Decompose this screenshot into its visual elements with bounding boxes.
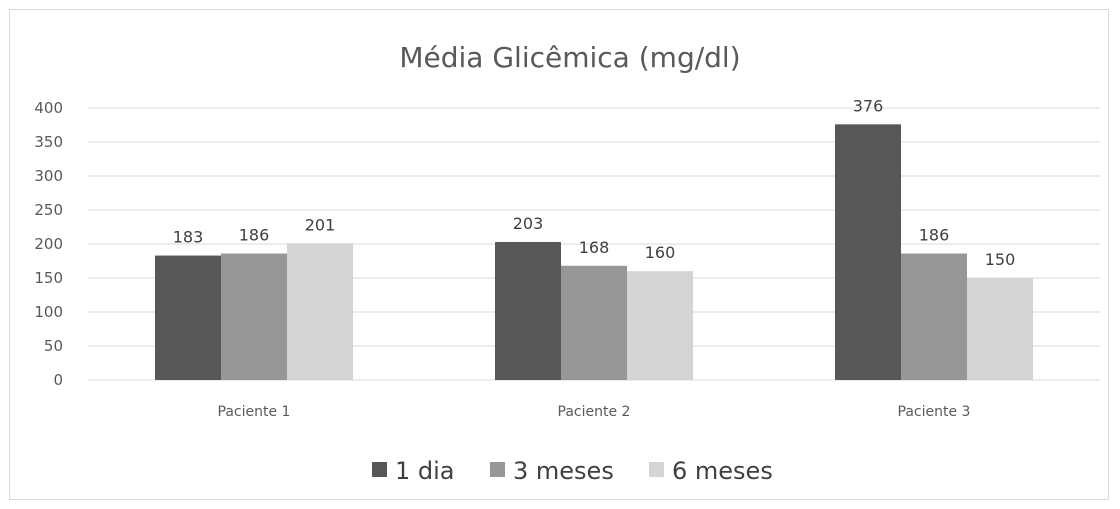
y-tick-label: 250	[34, 201, 63, 219]
y-tick-label: 200	[34, 235, 63, 253]
data-label: 150	[985, 250, 1016, 269]
y-tick-label: 400	[34, 99, 63, 117]
legend: 1 dia 3 meses 6 meses	[372, 457, 773, 485]
data-label: 376	[853, 96, 884, 115]
data-label: 183	[173, 228, 204, 247]
x-category-label: Paciente 3	[898, 404, 971, 420]
bar	[835, 124, 901, 380]
bar	[221, 253, 287, 380]
data-label: 186	[919, 226, 950, 245]
data-label: 186	[239, 226, 270, 245]
bar	[495, 241, 561, 380]
chart-title: Média Glicêmica (mg/dl)	[399, 41, 740, 74]
data-label: 201	[305, 215, 336, 234]
y-tick-label: 100	[34, 303, 63, 321]
data-label: 203	[513, 214, 544, 233]
y-tick-label: 150	[34, 269, 63, 287]
bar	[967, 278, 1033, 380]
data-label: 168	[579, 238, 610, 257]
data-label: 160	[645, 243, 676, 262]
bar	[901, 253, 967, 380]
legend-swatch	[649, 462, 664, 477]
x-category-label: Paciente 1	[218, 404, 291, 420]
legend-label: 6 meses	[672, 457, 773, 485]
x-category-label: Paciente 2	[558, 404, 631, 420]
y-tick-label: 0	[53, 371, 63, 389]
legend-label: 1 dia	[395, 457, 455, 485]
y-axis-ticks: 0 50 100 150 200 250 300 350 400	[34, 99, 63, 389]
bar	[287, 243, 353, 380]
y-tick-label: 50	[44, 337, 63, 355]
bar	[155, 255, 221, 380]
bars	[155, 124, 1033, 380]
legend-swatch	[490, 462, 505, 477]
data-labels: 183 186 201 203 168 160 376 186 150	[173, 96, 1016, 269]
x-axis-categories: Paciente 1 Paciente 2 Paciente 3	[218, 404, 971, 420]
legend-label: 3 meses	[513, 457, 614, 485]
bar	[627, 271, 693, 380]
y-tick-label: 350	[34, 133, 63, 151]
y-tick-label: 300	[34, 167, 63, 185]
bar	[561, 265, 627, 380]
legend-swatch	[372, 462, 387, 477]
